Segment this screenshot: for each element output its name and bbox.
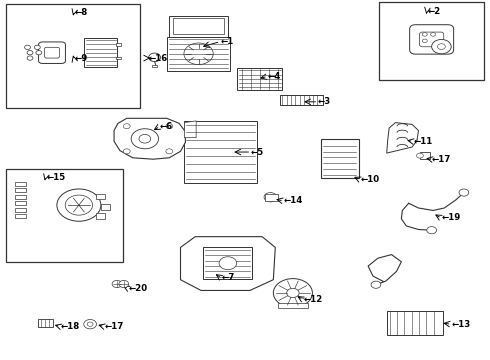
Text: ←18: ←18	[60, 322, 79, 331]
Text: ←16: ←16	[148, 54, 168, 63]
Circle shape	[123, 149, 130, 154]
Circle shape	[119, 280, 129, 288]
Text: ←9: ←9	[75, 54, 88, 63]
Bar	[167, 37, 230, 71]
Circle shape	[34, 45, 40, 49]
Bar	[38, 319, 53, 327]
Bar	[321, 139, 359, 178]
Circle shape	[459, 189, 469, 196]
Text: ←2: ←2	[428, 7, 441, 16]
Polygon shape	[184, 121, 196, 138]
Bar	[387, 311, 443, 335]
Circle shape	[438, 44, 445, 49]
FancyBboxPatch shape	[39, 42, 66, 63]
Bar	[265, 194, 278, 201]
Text: ←17: ←17	[432, 155, 451, 164]
Circle shape	[184, 43, 213, 64]
Circle shape	[264, 193, 277, 202]
Circle shape	[422, 39, 427, 42]
Circle shape	[36, 50, 42, 55]
Circle shape	[27, 50, 33, 55]
Text: ←17: ←17	[104, 322, 123, 331]
Circle shape	[27, 56, 33, 60]
FancyBboxPatch shape	[410, 25, 454, 54]
Bar	[278, 303, 308, 308]
Text: ←20: ←20	[129, 284, 148, 293]
Text: ←12: ←12	[303, 294, 322, 303]
Bar	[96, 194, 105, 199]
Circle shape	[149, 53, 160, 62]
Bar	[420, 152, 430, 159]
Bar	[15, 214, 26, 218]
Bar	[152, 65, 157, 67]
Text: ←14: ←14	[284, 196, 303, 205]
Polygon shape	[387, 123, 418, 153]
Circle shape	[427, 226, 437, 234]
Circle shape	[131, 129, 159, 149]
Bar	[15, 188, 26, 192]
Circle shape	[139, 134, 151, 143]
Circle shape	[431, 33, 436, 36]
Bar	[172, 18, 224, 35]
FancyBboxPatch shape	[45, 47, 59, 58]
Text: ←7: ←7	[221, 273, 235, 282]
Text: ←3: ←3	[318, 97, 331, 106]
Text: ←8: ←8	[75, 8, 88, 17]
Bar	[5, 169, 123, 262]
Bar	[101, 204, 110, 210]
Text: ←4: ←4	[268, 72, 281, 81]
Bar	[84, 39, 118, 67]
Text: ←10: ←10	[360, 175, 379, 184]
Bar	[116, 43, 121, 45]
Circle shape	[371, 281, 381, 288]
Text: ←6: ←6	[160, 122, 173, 131]
Circle shape	[287, 288, 299, 298]
Polygon shape	[114, 118, 185, 159]
Circle shape	[87, 322, 93, 326]
Circle shape	[57, 189, 101, 221]
Circle shape	[422, 33, 427, 36]
Text: ←5: ←5	[251, 148, 264, 157]
Circle shape	[24, 45, 30, 49]
Text: ←1: ←1	[220, 37, 233, 46]
Circle shape	[166, 124, 172, 129]
Bar	[5, 4, 140, 108]
Circle shape	[166, 149, 172, 154]
Bar	[116, 57, 121, 59]
Text: ←15: ←15	[47, 173, 66, 182]
Bar	[15, 201, 26, 205]
Circle shape	[65, 195, 93, 215]
Text: ←11: ←11	[413, 137, 432, 146]
Bar	[379, 3, 485, 80]
Bar	[15, 195, 26, 199]
Bar	[96, 213, 105, 219]
Bar	[169, 16, 228, 37]
FancyBboxPatch shape	[419, 32, 444, 47]
Bar	[280, 95, 323, 105]
Circle shape	[84, 319, 97, 329]
Bar	[203, 247, 252, 279]
Text: ←13: ←13	[451, 320, 470, 329]
Bar	[184, 121, 257, 183]
Bar	[15, 182, 26, 186]
Circle shape	[273, 279, 313, 307]
Circle shape	[416, 153, 423, 158]
Text: ←19: ←19	[441, 213, 461, 222]
Circle shape	[112, 280, 122, 288]
Bar	[237, 68, 282, 90]
Circle shape	[432, 40, 451, 54]
Bar	[15, 208, 26, 212]
Circle shape	[219, 257, 237, 270]
Circle shape	[123, 124, 130, 129]
Polygon shape	[180, 237, 275, 291]
